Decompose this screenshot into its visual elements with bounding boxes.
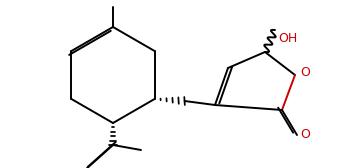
Text: OH: OH [278,32,297,45]
Text: O: O [300,67,310,79]
Text: O: O [300,128,310,140]
